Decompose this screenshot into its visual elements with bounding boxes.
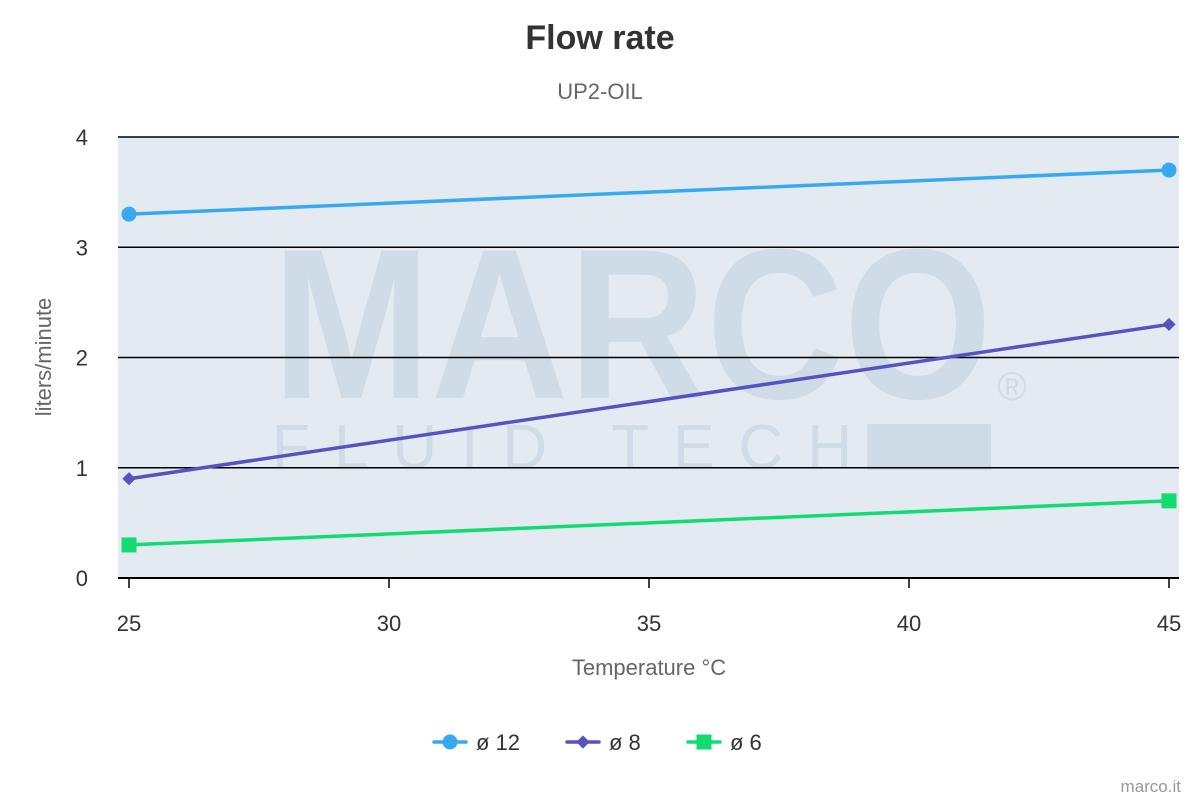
grid-lines bbox=[118, 136, 1179, 469]
series-line bbox=[127, 168, 1171, 216]
legend-item[interactable]: ø 6 bbox=[686, 730, 762, 755]
series-circle bbox=[121, 162, 1177, 222]
y-tick-label: 2 bbox=[76, 346, 88, 371]
watermark-logo: MARCO ® FLUID TECH bbox=[272, 205, 1027, 482]
x-tick-label: 40 bbox=[897, 611, 921, 636]
axes: 0 1 2 3 4 25 30 35 40 45 bbox=[76, 125, 1181, 636]
x-tick-label: 45 bbox=[1157, 611, 1181, 636]
legend-label: ø 6 bbox=[730, 730, 762, 755]
y-tick-label: 4 bbox=[76, 125, 88, 150]
data-point bbox=[1162, 317, 1176, 332]
x-tick-label: 30 bbox=[377, 611, 401, 636]
series-line bbox=[127, 499, 1171, 547]
x-axis-label: Temperature °C bbox=[572, 655, 726, 680]
chart-subtitle: UP2-OIL bbox=[557, 79, 643, 104]
legend-label: ø 12 bbox=[476, 730, 520, 755]
data-point bbox=[122, 472, 136, 486]
legend: ø 12 ø 8 ø 6 bbox=[432, 730, 762, 755]
legend-item[interactable]: ø 12 bbox=[432, 730, 520, 755]
legend-item[interactable]: ø 8 bbox=[565, 730, 641, 755]
credit-link[interactable]: marco.it bbox=[1121, 777, 1182, 796]
y-axis-label: liters/minute bbox=[31, 298, 56, 417]
data-point bbox=[1161, 162, 1177, 178]
legend-marker bbox=[696, 734, 712, 750]
watermark-logo-text: MARCO bbox=[272, 205, 992, 444]
y-tick-label: 1 bbox=[76, 456, 88, 481]
x-tick-label: 35 bbox=[637, 611, 661, 636]
chart-title: Flow rate bbox=[525, 19, 674, 57]
series-square bbox=[121, 493, 1177, 553]
series-diamond bbox=[122, 317, 1176, 486]
legend-label: ø 8 bbox=[609, 730, 641, 755]
series-line bbox=[127, 322, 1171, 481]
y-tick-label: 0 bbox=[76, 566, 88, 591]
data-point bbox=[1161, 493, 1177, 509]
watermark-block bbox=[867, 424, 991, 470]
data-point bbox=[121, 537, 137, 553]
legend-marker bbox=[576, 735, 590, 749]
data-point bbox=[121, 206, 137, 222]
legend-marker bbox=[442, 734, 458, 750]
x-tick-label: 25 bbox=[117, 611, 141, 636]
y-tick-label: 3 bbox=[76, 235, 88, 260]
series-lines bbox=[121, 162, 1177, 553]
watermark-registered-mark: ® bbox=[997, 365, 1026, 409]
